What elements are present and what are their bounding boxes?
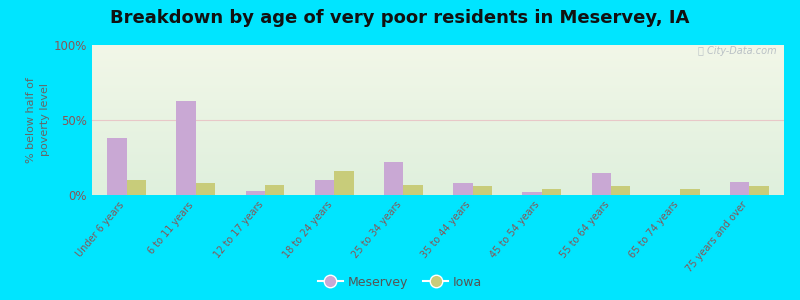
Bar	[454, 183, 473, 195]
Bar	[592, 172, 611, 195]
Bar	[750, 186, 769, 195]
Bar	[334, 171, 354, 195]
Bar	[473, 186, 492, 195]
Bar	[403, 184, 422, 195]
Bar	[265, 184, 284, 195]
Bar	[680, 189, 699, 195]
Bar	[384, 162, 403, 195]
Bar	[611, 186, 630, 195]
Legend: Meservey, Iowa: Meservey, Iowa	[313, 271, 487, 294]
Bar	[522, 192, 542, 195]
Bar	[246, 190, 265, 195]
Bar	[542, 189, 561, 195]
Bar	[196, 183, 215, 195]
Bar	[126, 180, 146, 195]
Text: Breakdown by age of very poor residents in Meservey, IA: Breakdown by age of very poor residents …	[110, 9, 690, 27]
Bar	[315, 180, 334, 195]
Bar	[177, 100, 196, 195]
Text: ⓘ City-Data.com: ⓘ City-Data.com	[698, 46, 777, 56]
Bar	[730, 182, 750, 195]
Y-axis label: % below half of
poverty level: % below half of poverty level	[26, 77, 50, 163]
Bar	[107, 138, 126, 195]
